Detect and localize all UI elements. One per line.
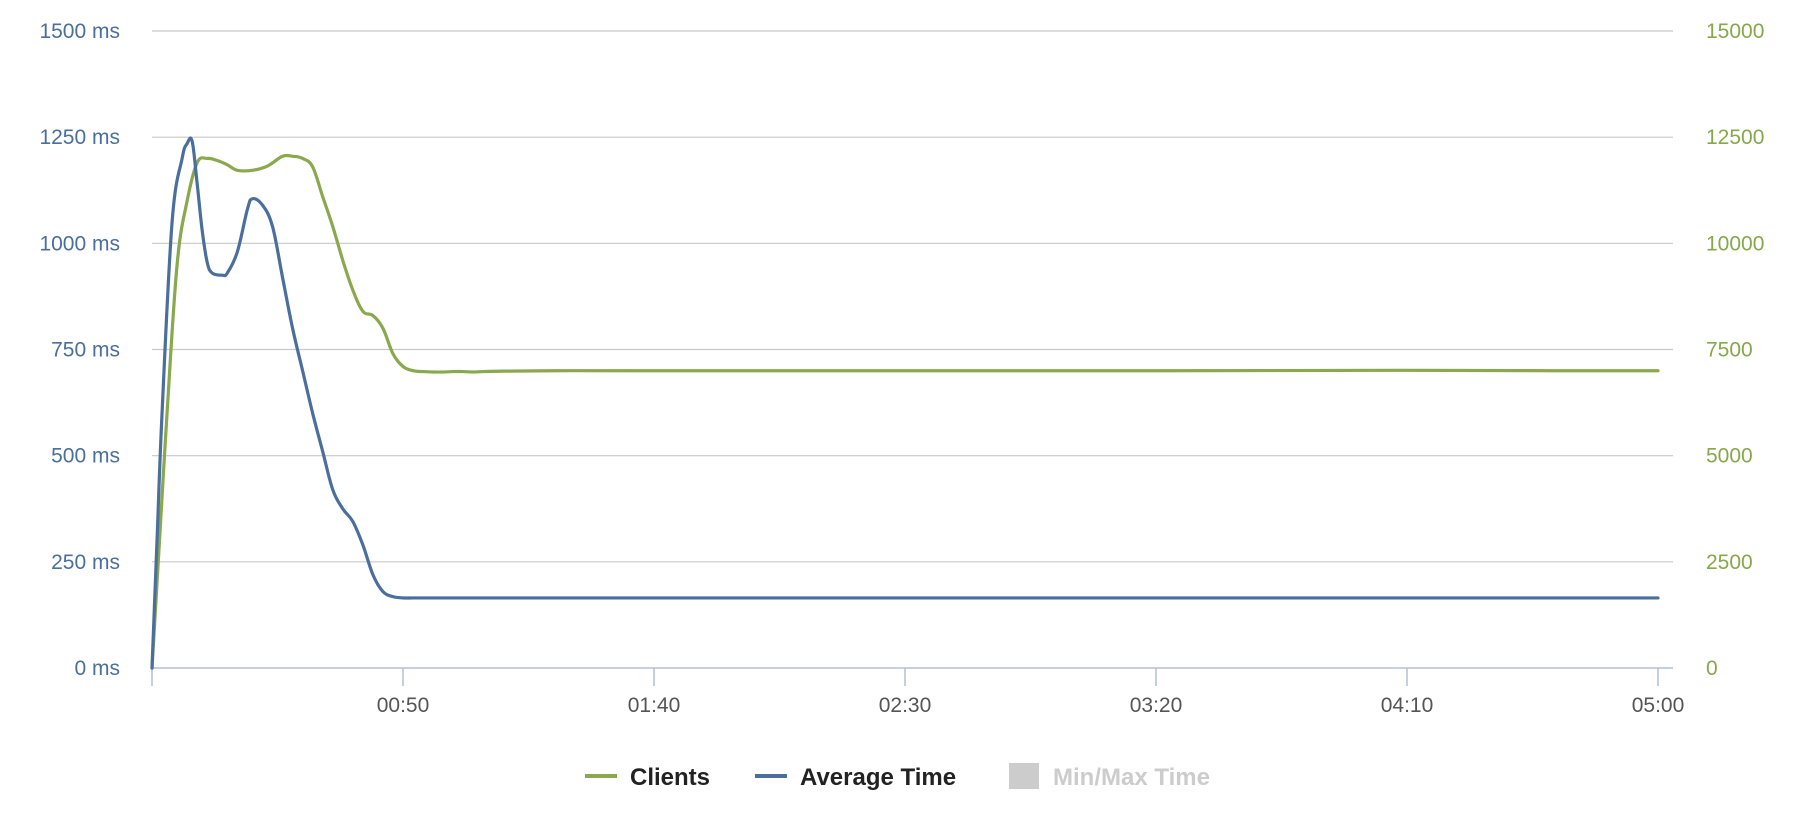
- y-right-tick-label: 0: [1706, 657, 1718, 680]
- x-tick-label: 05:00: [1632, 694, 1685, 717]
- legend-item-min-max-time[interactable]: Min/Max Time: [1009, 763, 1210, 791]
- x-tick-label: 00:50: [377, 694, 430, 717]
- x-tick-label: 01:40: [628, 694, 681, 717]
- x-tick-label: 02:30: [879, 694, 932, 717]
- series-line-clients: [150, 153, 1660, 670]
- legend-label: Average Time: [800, 764, 956, 791]
- x-tick-label: 03:20: [1130, 694, 1183, 717]
- axis-layer: [151, 667, 1673, 686]
- legend-label: Min/Max Time: [1053, 764, 1210, 791]
- series-layer: [150, 136, 1660, 670]
- y-left-tick-label: 750 ms: [51, 339, 120, 362]
- series-line-average-time: [150, 136, 1660, 670]
- grid-layer: [152, 30, 1673, 563]
- legend: Clients Average Time Min/Max Time: [585, 763, 1210, 791]
- legend-item-clients[interactable]: Clients: [585, 764, 710, 791]
- y-left-tick-label: 1000 ms: [39, 232, 120, 255]
- x-tick-label: 04:10: [1381, 694, 1434, 717]
- y-left-tick-label: 1250 ms: [39, 126, 120, 149]
- legend-swatch: [1009, 763, 1039, 789]
- tick-label-layer: 0 ms 250 ms 500 ms 750 ms 1000 ms 1250 ms 1500…: [39, 20, 1764, 717]
- y-right-tick-label: 2500: [1706, 551, 1753, 574]
- y-right-tick-label: 10000: [1706, 232, 1764, 255]
- legend-label: Clients: [630, 764, 710, 791]
- y-left-tick-label: 1500 ms: [39, 20, 120, 43]
- y-right-tick-label: 7500: [1706, 339, 1753, 362]
- y-left-tick-label: 500 ms: [51, 445, 120, 468]
- legend-item-average-time[interactable]: Average Time: [755, 764, 956, 791]
- y-right-tick-label: 5000: [1706, 445, 1753, 468]
- y-right-tick-label: 12500: [1706, 126, 1764, 149]
- y-left-tick-label: 250 ms: [51, 551, 120, 574]
- y-right-tick-label: 15000: [1706, 20, 1764, 43]
- y-left-tick-label: 0 ms: [74, 657, 120, 680]
